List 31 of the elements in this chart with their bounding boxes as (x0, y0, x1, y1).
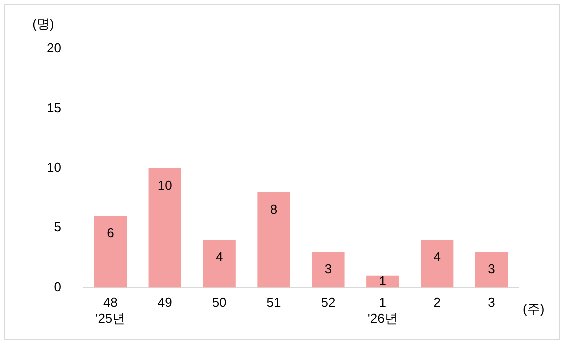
bar (203, 240, 236, 288)
x-axis-title: (주) (523, 301, 545, 316)
data-label: 6 (107, 226, 114, 241)
bar (258, 192, 290, 288)
data-label: 1 (379, 273, 387, 288)
x-tick-label: 48 '25년 (96, 295, 126, 326)
data-label: 4 (216, 250, 224, 265)
data-label: 3 (488, 261, 496, 276)
x-tick-label: 50 (212, 295, 227, 310)
y-tick-label: 0 (54, 279, 62, 294)
y-axis-title: (명) (32, 16, 54, 32)
x-tick-label: 49 (158, 295, 172, 310)
x-tick-label: 51 (266, 295, 282, 310)
data-label: 3 (324, 261, 332, 276)
data-label: 4 (434, 250, 441, 265)
bar (366, 276, 400, 288)
x-tick-label: 3 (488, 295, 496, 310)
y-tick-label: 15 (46, 100, 62, 116)
data-label: 8 (270, 202, 278, 217)
y-tick-label: 10 (46, 160, 62, 175)
data-label: 10 (158, 178, 172, 193)
y-tick-label: 20 (46, 40, 62, 56)
x-tick-label: 52 (321, 295, 336, 310)
x-tick-label: 2 (434, 295, 441, 310)
bar (312, 252, 345, 288)
x-tick-label: 1 '26년 (368, 295, 398, 326)
bar (148, 168, 182, 288)
bar (94, 216, 128, 288)
bar (421, 240, 454, 288)
bar (475, 252, 508, 288)
y-tick-label: 5 (54, 220, 62, 235)
